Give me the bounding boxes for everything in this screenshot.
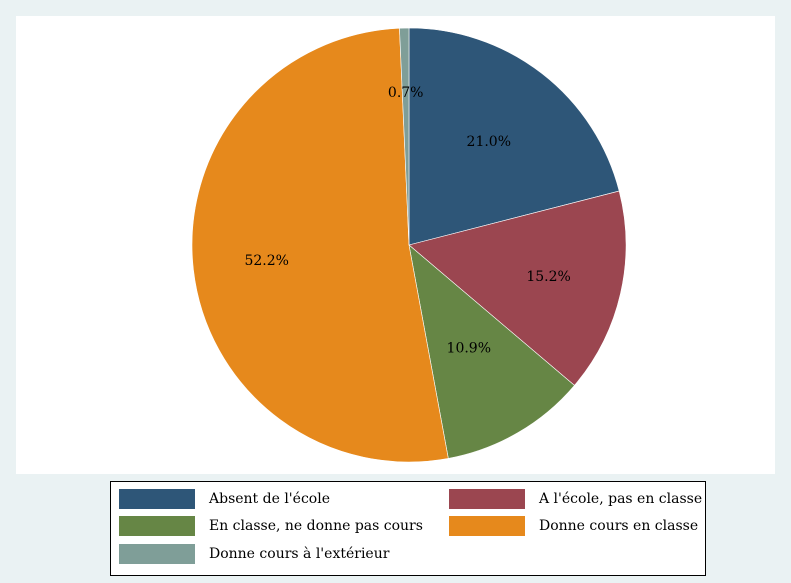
pie-chart: 21.0% 15.2% 10.9% 52.2% 0.7% xyxy=(191,27,627,463)
legend-item: Absent de l'école xyxy=(119,489,330,509)
legend-item: Donne cours à l'extérieur xyxy=(119,544,389,564)
pie-slice-2 xyxy=(408,190,627,386)
legend-swatch xyxy=(449,489,525,509)
pie-slice-4 xyxy=(191,27,449,463)
slice-value-label: 0.7% xyxy=(388,85,424,101)
legend: Absent de l'école A l'école, pas en class… xyxy=(110,481,706,576)
legend-label: Absent de l'école xyxy=(209,491,330,507)
pie-value-labels: 21.0% 15.2% 10.9% 52.2% 0.7% xyxy=(244,85,570,356)
legend-swatch xyxy=(119,489,195,509)
slice-value-label: 52.2% xyxy=(244,253,288,269)
plot-area: 21.0% 15.2% 10.9% 52.2% 0.7% xyxy=(16,16,775,474)
legend-item: Donne cours en classe xyxy=(449,516,698,536)
legend-swatch xyxy=(119,544,195,564)
legend-label: Donne cours en classe xyxy=(539,518,699,534)
legend-swatch xyxy=(119,516,195,536)
pie-slice-1 xyxy=(408,27,620,246)
legend-label: En classe, ne donne pas cours xyxy=(209,518,423,534)
pie-slice-5 xyxy=(399,27,410,246)
slice-value-label: 10.9% xyxy=(447,340,491,356)
legend-swatch xyxy=(449,516,525,536)
slice-value-label: 21.0% xyxy=(467,134,511,150)
legend-label: Donne cours à l'extérieur xyxy=(209,546,390,562)
legend-label: A l'école, pas en classe xyxy=(539,491,703,507)
legend-item: En classe, ne donne pas cours xyxy=(119,516,423,536)
slice-value-label: 15.2% xyxy=(526,269,570,285)
pie-slice-3 xyxy=(408,244,575,459)
legend-item: A l'école, pas en classe xyxy=(449,489,702,509)
pie-slices xyxy=(191,27,627,463)
